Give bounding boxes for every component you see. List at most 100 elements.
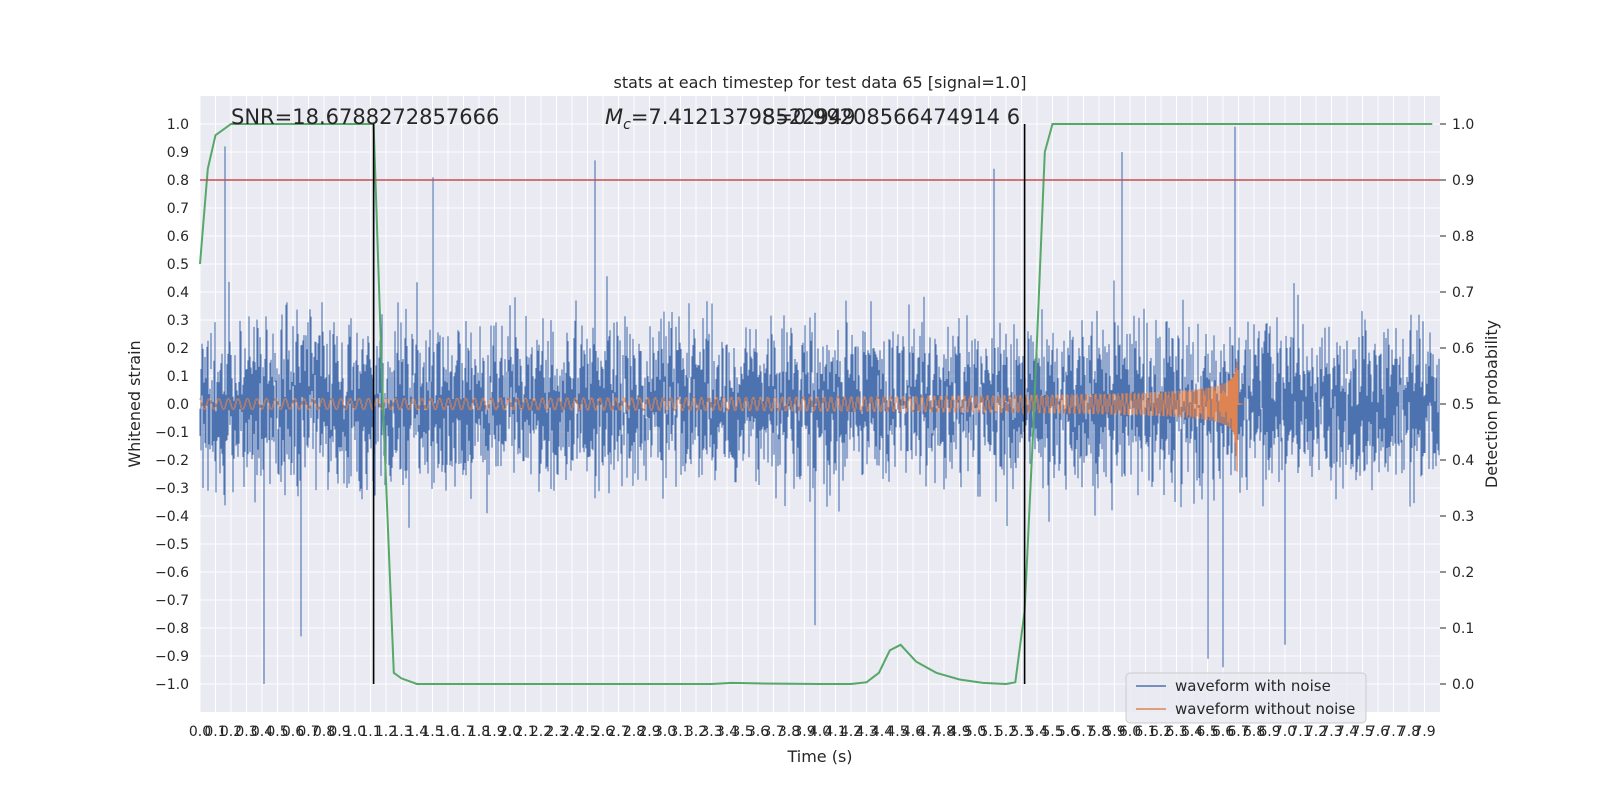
x-tick-label: 5.1 bbox=[979, 724, 1001, 740]
x-tick-label: 2.8 bbox=[623, 724, 645, 740]
series-waveform-without-noise bbox=[199, 361, 1251, 472]
x-tick-label: 5.9 bbox=[1103, 724, 1125, 740]
x-tick-label: 0.3 bbox=[235, 724, 257, 740]
x-tick-label: 3.3 bbox=[700, 724, 722, 740]
legend-box bbox=[1125, 672, 1367, 724]
x-tick-label: 5.3 bbox=[1010, 724, 1032, 740]
x-tick-label: 3.1 bbox=[669, 724, 691, 740]
chirp-mass-subscript: c bbox=[623, 117, 631, 133]
x-tick-label: 1.3 bbox=[390, 724, 412, 740]
x-tick-label: 2.5 bbox=[576, 724, 598, 740]
y-tick-label: −0.4 bbox=[155, 509, 189, 525]
x-tick-label: 1.6 bbox=[437, 724, 459, 740]
x-tick-label: 7.9 bbox=[1413, 724, 1435, 740]
x-tick-label: 0.9 bbox=[328, 724, 350, 740]
y2-tick-label: 0.1 bbox=[1452, 621, 1474, 637]
x-tick-label: 3.5 bbox=[731, 724, 753, 740]
x-tick-label: 4.2 bbox=[840, 724, 862, 740]
x-tick-label: 6.2 bbox=[1150, 724, 1172, 740]
x-tick-label: 7.7 bbox=[1382, 724, 1404, 740]
y-tick-label: 0.6 bbox=[167, 229, 189, 245]
x-tick-label: 3.2 bbox=[685, 724, 707, 740]
y-tick-label: −0.6 bbox=[155, 565, 189, 581]
x-tick-label: 3.4 bbox=[716, 724, 738, 740]
y-tick-label: −0.2 bbox=[155, 453, 189, 469]
y-tick-label: 0.4 bbox=[167, 285, 189, 301]
x-tick-label: 5.7 bbox=[1072, 724, 1094, 740]
x-tick-label: 3.6 bbox=[747, 724, 769, 740]
x-tick-label: 7.2 bbox=[1305, 724, 1327, 740]
x-tick-label: 0.2 bbox=[220, 724, 242, 740]
x-tick-label: 1.5 bbox=[421, 724, 443, 740]
chirp-mass-annotation: Mc=7.41213798522949 bbox=[605, 105, 856, 133]
y-tick-label: 0.3 bbox=[167, 313, 189, 329]
x-tick-label: 0.4 bbox=[251, 724, 273, 740]
y-tick-label: −0.3 bbox=[155, 481, 189, 497]
x-tick-label: 5.5 bbox=[1041, 724, 1063, 740]
y2-tick-label: 0.7 bbox=[1452, 285, 1474, 301]
overlap-annotation: S=0.99208566474914 6 bbox=[762, 105, 1020, 129]
x-tick-label: 7.8 bbox=[1398, 724, 1420, 740]
y-tick-label: 0.1 bbox=[167, 369, 189, 385]
x-tick-label: 1.7 bbox=[452, 724, 474, 740]
x-tick-label: 6.4 bbox=[1181, 724, 1203, 740]
y2-tick-label: 1.0 bbox=[1452, 117, 1474, 133]
x-axis-label: Time (s) bbox=[786, 747, 852, 766]
tick-labels: 0.00.10.20.30.40.50.60.70.80.91.01.11.21… bbox=[155, 117, 1474, 740]
series-waveform-with-noise bbox=[199, 126, 1440, 684]
x-tick-label: 6.0 bbox=[1119, 724, 1141, 740]
chart-title: stats at each timestep for test data 65 … bbox=[614, 73, 1027, 92]
x-tick-label: 1.8 bbox=[468, 724, 490, 740]
waveform-with-noise-line bbox=[199, 126, 1440, 684]
x-tick-label: 0.0 bbox=[189, 724, 211, 740]
y2-tick-label: 0.6 bbox=[1452, 341, 1474, 357]
x-tick-label: 4.1 bbox=[824, 724, 846, 740]
x-tick-label: 4.3 bbox=[855, 724, 877, 740]
x-tick-label: 2.7 bbox=[607, 724, 629, 740]
x-tick-label: 6.5 bbox=[1196, 724, 1218, 740]
x-tick-label: 3.9 bbox=[793, 724, 815, 740]
x-tick-label: 7.4 bbox=[1336, 724, 1358, 740]
y-tick-label: 1.0 bbox=[167, 117, 189, 133]
x-tick-label: 0.6 bbox=[282, 724, 304, 740]
chirp-mass-symbol: M bbox=[605, 105, 623, 129]
x-tick-label: 2.3 bbox=[545, 724, 567, 740]
x-tick-label: 6.8 bbox=[1243, 724, 1265, 740]
x-tick-label: 2.4 bbox=[561, 724, 583, 740]
y-tick-label: 0.8 bbox=[167, 173, 189, 189]
y2-tick-label: 0.0 bbox=[1452, 677, 1474, 693]
x-tick-label: 6.9 bbox=[1258, 724, 1280, 740]
y-tick-label: 0.5 bbox=[167, 257, 189, 273]
y-tick-label: −0.5 bbox=[155, 537, 189, 553]
y-axis-label: Whitened strain bbox=[125, 340, 144, 467]
y-tick-label: −0.1 bbox=[155, 425, 189, 441]
x-tick-label: 5.0 bbox=[964, 724, 986, 740]
x-tick-label: 4.5 bbox=[886, 724, 908, 740]
x-tick-label: 5.4 bbox=[1026, 724, 1048, 740]
y-tick-label: −0.8 bbox=[155, 621, 189, 637]
x-tick-label: 3.7 bbox=[762, 724, 784, 740]
y-tick-label: 0.2 bbox=[167, 341, 189, 357]
chirp-mass-value: =7.41213798522949 bbox=[631, 105, 856, 129]
y-tick-label: 0.7 bbox=[167, 201, 189, 217]
legend-label-waveform-with-noise: waveform with noise bbox=[1175, 677, 1331, 695]
snr-annotation: SNR=18.6788272857666 bbox=[231, 105, 499, 129]
x-tick-label: 4.0 bbox=[809, 724, 831, 740]
x-tick-label: 4.8 bbox=[933, 724, 955, 740]
x-tick-label: 0.8 bbox=[313, 724, 335, 740]
x-tick-label: 2.9 bbox=[638, 724, 660, 740]
x-tick-label: 5.8 bbox=[1088, 724, 1110, 740]
x-tick-label: 4.9 bbox=[948, 724, 970, 740]
x-tick-label: 0.7 bbox=[297, 724, 319, 740]
legend-label-waveform-without-noise: waveform without noise bbox=[1175, 700, 1355, 718]
y-tick-label: 0.9 bbox=[167, 145, 189, 161]
x-tick-label: 1.1 bbox=[359, 724, 381, 740]
series-detection-probability bbox=[199, 123, 1433, 686]
x-tick-label: 1.2 bbox=[375, 724, 397, 740]
y2-tick-label: 0.2 bbox=[1452, 565, 1474, 581]
x-tick-label: 5.6 bbox=[1057, 724, 1079, 740]
x-tick-label: 6.7 bbox=[1227, 724, 1249, 740]
x-tick-label: 7.6 bbox=[1367, 724, 1389, 740]
x-tick-label: 7.3 bbox=[1320, 724, 1342, 740]
